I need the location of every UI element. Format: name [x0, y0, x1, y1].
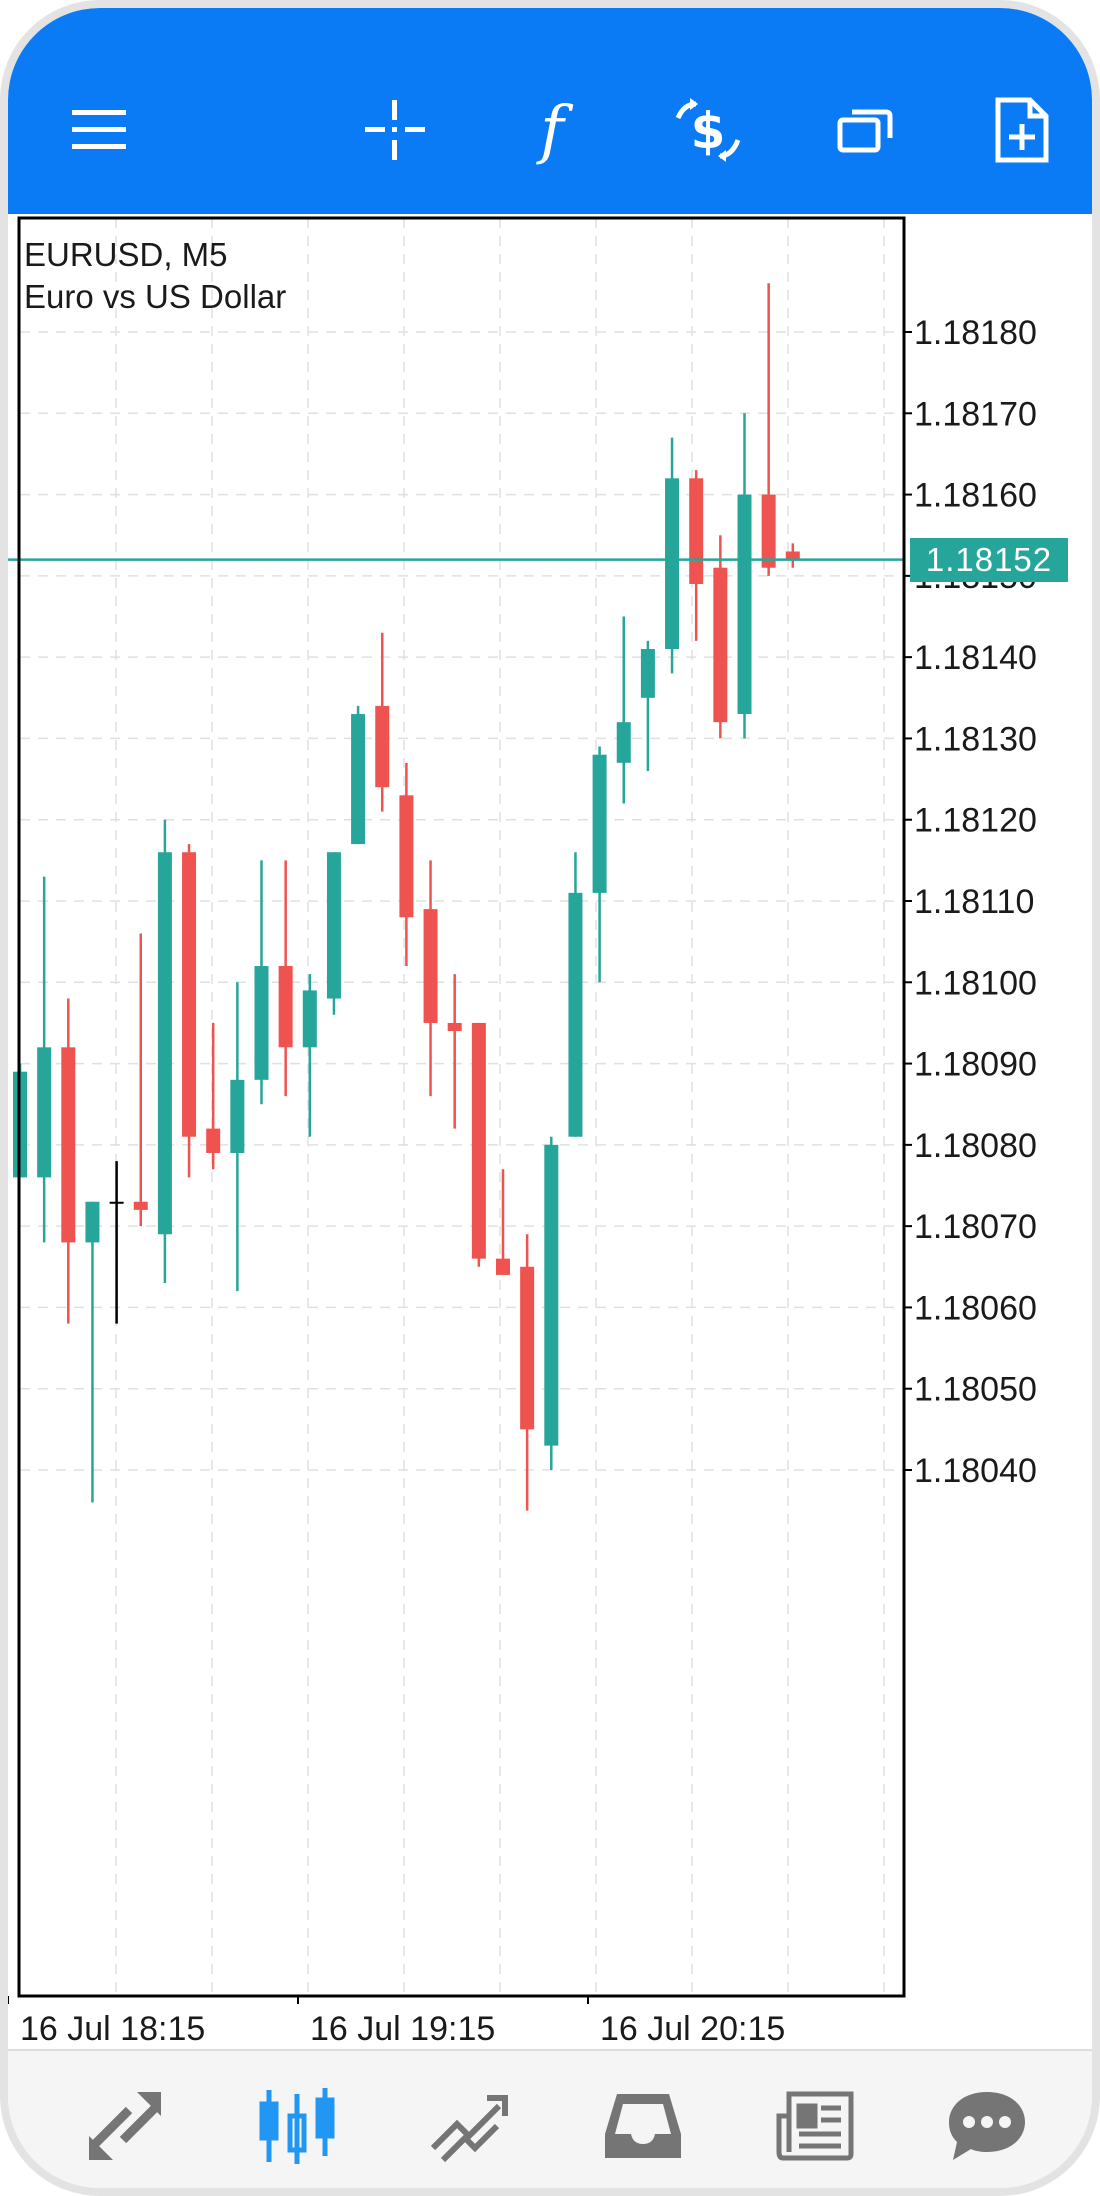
bottom-navigation — [8, 2049, 1092, 2188]
plot-frame — [17, 216, 906, 1998]
candle-body — [737, 494, 752, 715]
candle-body — [689, 478, 704, 584]
candle-body — [568, 892, 583, 1137]
x-tick-label: 16 Jul 20:15 — [600, 2010, 785, 2048]
candle-body — [399, 795, 414, 918]
menu-icon[interactable] — [60, 90, 140, 170]
windows-icon[interactable] — [826, 90, 906, 170]
candle-body — [85, 1201, 100, 1243]
y-tick-label: 1.18100 — [914, 964, 1037, 1002]
news-tab-icon[interactable] — [770, 2081, 860, 2171]
y-tick-label: 1.18080 — [914, 1127, 1037, 1165]
y-tick-label: 1.18140 — [914, 639, 1037, 677]
candle-body — [713, 567, 728, 723]
candle-body — [423, 909, 438, 1023]
trade-tab-icon[interactable] — [424, 2081, 514, 2171]
candle-body — [302, 990, 317, 1048]
current-price-tag: 1.18152 — [910, 537, 1068, 582]
y-tick-label: 1.18170 — [914, 395, 1037, 433]
y-tick-label: 1.18060 — [914, 1289, 1037, 1327]
y-tick-label: 1.18180 — [914, 314, 1037, 352]
candle-body — [351, 714, 366, 845]
candle-body — [665, 478, 680, 650]
candle-body — [375, 705, 390, 788]
chat-tab-icon[interactable] — [942, 2081, 1032, 2171]
candle-body — [544, 1144, 559, 1446]
candle-body — [785, 551, 800, 560]
y-tick-label: 1.18070 — [914, 1208, 1037, 1246]
crosshair-icon[interactable] — [355, 90, 435, 170]
candle-body — [471, 1022, 486, 1259]
svg-text:$: $ — [691, 102, 726, 160]
candle-body — [496, 1258, 510, 1275]
y-tick-label: 1.18040 — [914, 1452, 1037, 1490]
candle-body — [254, 966, 269, 1080]
chart-tab-icon[interactable] — [252, 2081, 342, 2171]
candle-body — [616, 722, 631, 763]
candle-body — [761, 494, 776, 568]
candle-body — [206, 1128, 221, 1153]
indicators-icon[interactable]: f — [512, 90, 592, 170]
candle-body — [157, 852, 172, 1235]
y-tick-label: 1.18160 — [914, 477, 1037, 515]
candle-body — [520, 1266, 535, 1430]
indicators-glyph: f — [540, 93, 564, 167]
x-tick-label: 16 Jul 18:15 — [20, 2010, 205, 2048]
top-toolbar: f $ — [8, 8, 1092, 214]
candle-body — [61, 1047, 76, 1243]
candle-body — [37, 1047, 52, 1178]
candle-body — [278, 966, 293, 1048]
chart-area[interactable]: 1.181801.181701.181601.181501.181401.181… — [8, 214, 1100, 2049]
y-tick-label: 1.18120 — [914, 802, 1037, 840]
candle-body — [592, 754, 607, 893]
y-tick-label: 1.18130 — [914, 720, 1037, 758]
x-tick-label: 16 Jul 19:15 — [310, 2010, 495, 2048]
candle-body — [447, 1022, 462, 1032]
candle-body — [109, 1201, 124, 1204]
quotes-tab-icon[interactable] — [80, 2081, 170, 2171]
candle-body — [182, 852, 197, 1137]
new-order-icon[interactable] — [982, 90, 1062, 170]
symbol-label: EURUSD, M5 — [24, 236, 228, 273]
symbol-description: Euro vs US Dollar — [24, 278, 287, 315]
candle-body — [133, 1201, 148, 1210]
y-tick-label: 1.18110 — [914, 883, 1034, 921]
y-tick-label: 1.18090 — [914, 1046, 1037, 1084]
history-tab-icon[interactable] — [598, 2081, 688, 2171]
candle-body — [640, 649, 655, 698]
y-tick-label: 1.18050 — [914, 1371, 1037, 1409]
trade-icon[interactable]: $ — [668, 90, 748, 170]
candle-body — [230, 1079, 245, 1153]
candlestick-chart[interactable]: 1.181801.181701.181601.181501.181401.181… — [8, 214, 1100, 2049]
candle-body — [326, 852, 341, 999]
